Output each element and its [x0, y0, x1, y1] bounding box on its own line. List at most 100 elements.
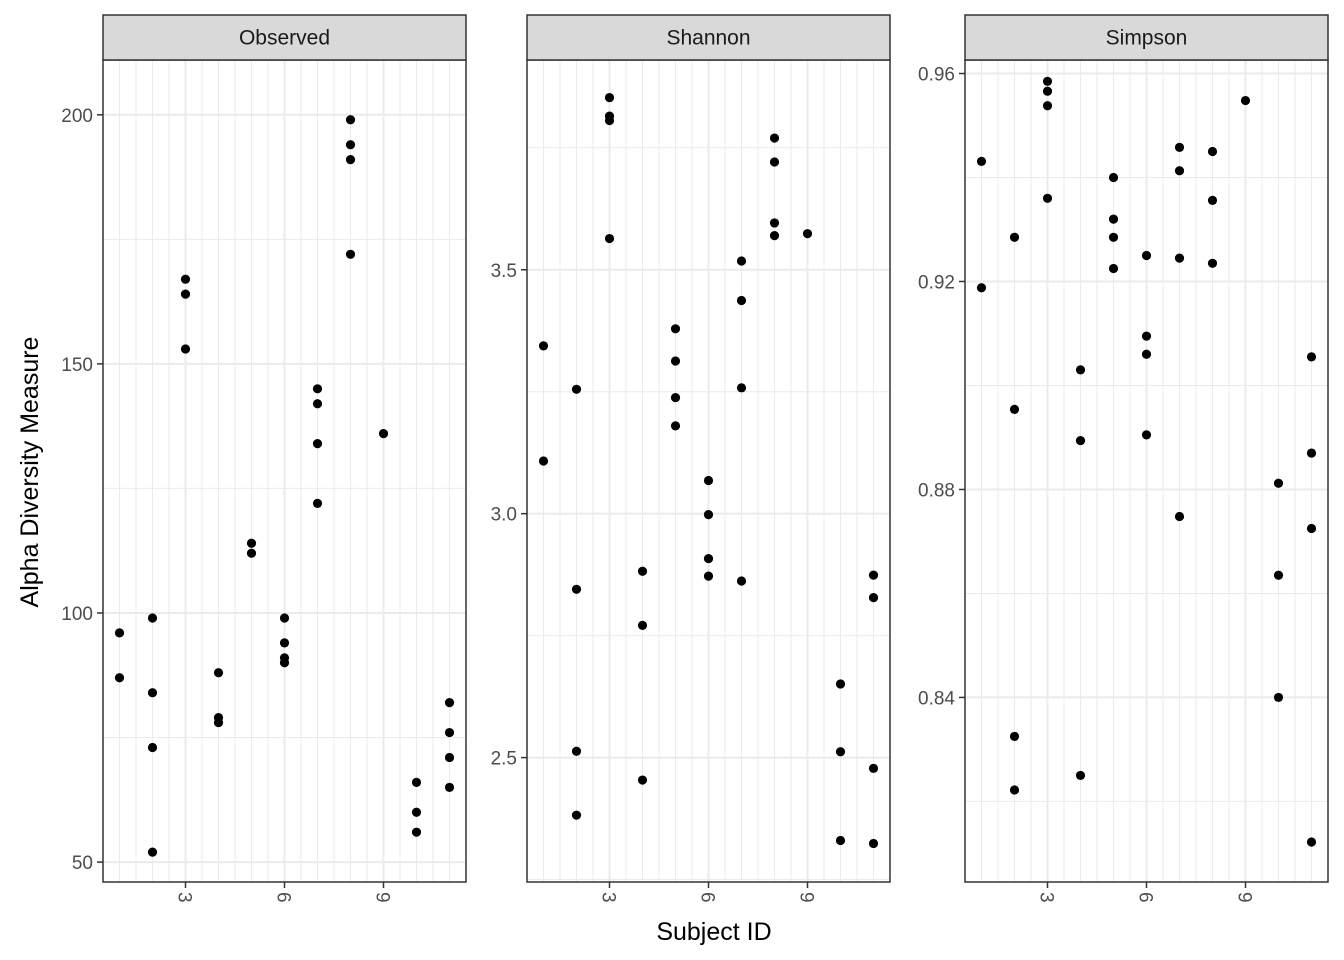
data-point — [1141, 430, 1152, 440]
data-point — [1273, 570, 1284, 580]
data-point — [670, 324, 681, 334]
data-point — [769, 133, 780, 143]
x-tick-label: 3 — [174, 892, 195, 903]
x-axis-title: Subject ID — [656, 918, 771, 946]
x-tick-label: 9 — [796, 892, 817, 903]
data-point — [976, 156, 987, 166]
data-point — [312, 498, 323, 508]
data-point — [345, 140, 356, 150]
data-point — [670, 356, 681, 366]
y-tick-label: 0.92 — [918, 272, 955, 293]
data-point — [670, 421, 681, 431]
data-point — [378, 429, 389, 439]
data-point — [604, 92, 615, 103]
data-point — [147, 847, 158, 857]
data-point — [180, 344, 191, 354]
x-tick-label: 9 — [372, 892, 393, 903]
strip-background — [526, 14, 891, 61]
data-point — [1306, 448, 1317, 458]
data-point — [213, 717, 224, 728]
data-point — [571, 746, 582, 756]
data-point — [444, 727, 455, 738]
strip-background — [964, 14, 1329, 61]
data-point — [1141, 349, 1152, 359]
data-point — [1273, 692, 1284, 703]
data-point — [1108, 172, 1119, 183]
data-point — [1207, 146, 1218, 157]
y-tick-label: 3.0 — [491, 505, 517, 526]
strip-label: Simpson — [1106, 27, 1188, 50]
data-point — [976, 283, 987, 293]
data-point — [1042, 101, 1053, 111]
x-tick-label: 9 — [1234, 892, 1255, 903]
data-point — [279, 658, 290, 668]
facet-panel-observed: Observed 50 100 150 200 3 6 9 — [61, 14, 467, 903]
data-point — [1042, 193, 1053, 203]
data-point — [1306, 837, 1317, 847]
data-point — [444, 752, 455, 763]
data-point — [147, 688, 158, 698]
strip-label: Observed — [239, 27, 330, 50]
data-point — [114, 673, 125, 683]
data-point — [637, 775, 648, 785]
data-point — [637, 566, 648, 576]
data-point — [1042, 76, 1053, 86]
data-point — [279, 613, 290, 623]
y-axis-title: Alpha Diversity Measure — [16, 337, 44, 608]
data-point — [1306, 523, 1317, 534]
data-point — [1174, 166, 1185, 176]
data-point — [736, 576, 747, 586]
data-point — [868, 592, 879, 603]
y-tick-label: 100 — [61, 604, 93, 625]
data-point — [868, 570, 879, 580]
data-point — [736, 383, 747, 393]
data-point — [1174, 253, 1185, 263]
data-point — [1141, 250, 1152, 261]
x-tick-label: 6 — [273, 892, 294, 903]
data-point — [868, 763, 879, 773]
data-point — [312, 399, 323, 409]
data-point — [1174, 142, 1185, 152]
data-point — [114, 628, 125, 638]
y-tick-label: 3.5 — [491, 261, 517, 282]
data-point — [637, 620, 648, 630]
data-point — [868, 838, 879, 849]
x-tick-label: 3 — [1036, 892, 1057, 903]
data-point — [604, 233, 615, 244]
data-point — [670, 392, 681, 403]
x-tick-label: 3 — [598, 892, 619, 903]
data-point — [345, 249, 356, 259]
y-tick-label: 200 — [61, 106, 93, 127]
y-tick-label: 2.5 — [491, 749, 517, 770]
data-point — [345, 115, 356, 125]
data-point — [1240, 95, 1251, 106]
data-point — [312, 439, 323, 449]
data-point — [213, 668, 224, 678]
y-tick-label: 0.96 — [918, 65, 955, 86]
data-point — [1108, 214, 1119, 224]
data-point — [1108, 263, 1119, 274]
data-point — [538, 341, 549, 351]
data-point — [703, 510, 714, 520]
facet-panel-shannon: Shannon 2.5 3.0 3.5 3 6 9 — [491, 14, 891, 903]
data-point — [1075, 365, 1086, 375]
data-point — [180, 289, 191, 299]
data-point — [1009, 731, 1020, 742]
data-point — [1273, 478, 1284, 488]
data-point — [835, 835, 846, 846]
data-point — [444, 698, 455, 708]
data-point — [444, 782, 455, 792]
data-point — [1009, 232, 1020, 242]
data-point — [703, 475, 714, 486]
data-point — [1174, 511, 1185, 522]
data-point — [246, 538, 257, 548]
data-point — [279, 638, 290, 648]
data-point — [571, 584, 582, 594]
data-point — [411, 777, 422, 787]
data-point — [246, 548, 257, 558]
data-point — [147, 613, 158, 623]
data-point — [411, 827, 422, 837]
data-point — [604, 115, 615, 126]
y-tick-label: 0.84 — [918, 688, 955, 709]
